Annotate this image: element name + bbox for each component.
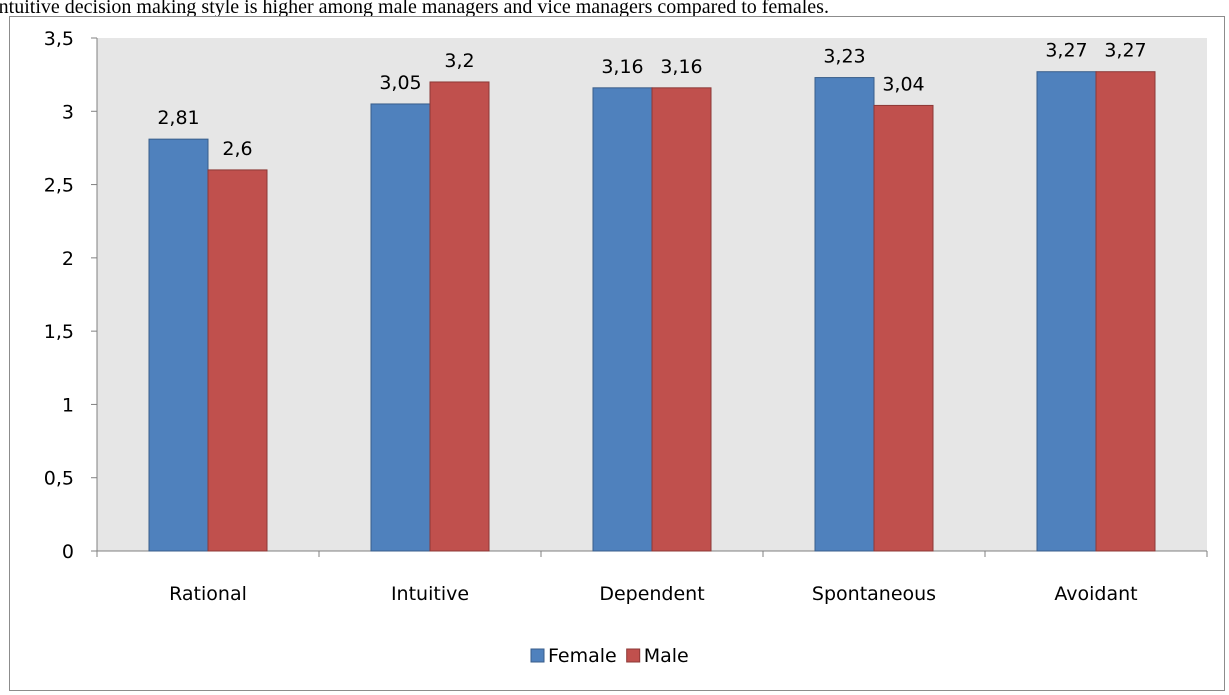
bar-female [592, 87, 653, 552]
data-label: 3,16 [601, 56, 643, 78]
data-label: 3,23 [823, 46, 865, 68]
y-tick-label: 2,5 [44, 175, 74, 197]
bar-female [1036, 71, 1097, 552]
data-label: 3,27 [1045, 40, 1087, 62]
data-label: 3,2 [444, 50, 474, 72]
bar-female [814, 77, 875, 552]
data-label: 3,16 [660, 56, 702, 78]
data-label: 3,27 [1104, 40, 1146, 62]
legend-swatch-male [626, 648, 641, 663]
figure-caption: Intuitive decision making style is highe… [0, 0, 829, 18]
bar-male [651, 87, 712, 552]
bar-female [370, 103, 431, 552]
data-label: 3,05 [379, 72, 421, 94]
y-tick-label: 3,5 [44, 28, 74, 50]
legend: Female Male [530, 645, 689, 667]
data-labels: 2,81 2,6 3,05 3,2 3,16 3,16 3,23 3,04 3,27 3,27 [157, 40, 1146, 160]
y-tick-label: 1,5 [44, 321, 74, 343]
y-tick-label: 2 [62, 248, 74, 270]
bar-male [207, 169, 268, 552]
y-tick-label: 1 [62, 394, 74, 416]
x-tick-label: Rational [169, 583, 247, 605]
y-tick-label: 0 [62, 541, 74, 563]
y-tick-label: 3 [62, 101, 74, 123]
data-label: 2,6 [222, 138, 252, 160]
data-label: 3,04 [882, 73, 924, 95]
bars [148, 71, 1156, 552]
legend-label: Female [548, 645, 617, 667]
legend-label: Male [644, 645, 689, 667]
x-tick-label: Spontaneous [812, 583, 936, 605]
x-tick-label: Avoidant [1054, 583, 1137, 605]
bar-female [148, 138, 209, 552]
y-tick-label: 0,5 [44, 468, 74, 490]
legend-swatch-female [530, 648, 545, 663]
x-axis: Rational Intuitive Dependent Spontaneous Avo… [96, 551, 1208, 605]
y-axis: 0 0,5 1 1,5 2 2,5 3 3,5 [44, 28, 97, 563]
data-label: 2,81 [157, 107, 199, 129]
x-tick-label: Intuitive [391, 583, 469, 605]
bar-male [429, 81, 490, 552]
x-tick-label: Dependent [599, 583, 704, 605]
bar-male [873, 104, 934, 552]
bar-male [1095, 71, 1156, 552]
